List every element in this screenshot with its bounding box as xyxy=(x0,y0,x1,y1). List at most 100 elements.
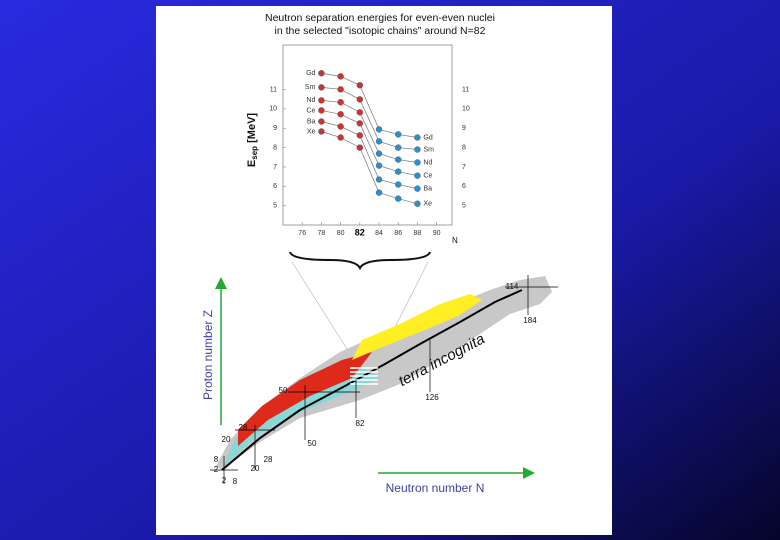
point xyxy=(395,181,402,188)
series-label: Xe xyxy=(423,201,432,208)
point xyxy=(356,120,363,127)
zoom-line xyxy=(291,261,353,358)
magic-number: 8 xyxy=(233,477,238,486)
y2-tick-label: 7 xyxy=(462,164,466,171)
known-region xyxy=(222,366,380,468)
magic-number: 28 xyxy=(239,423,248,432)
magic-number: 2 xyxy=(214,465,219,474)
unknown-region xyxy=(216,276,552,470)
nuclide-chart xyxy=(210,275,558,484)
x-tick-label: 80 xyxy=(337,230,345,237)
x-tick-label: 86 xyxy=(394,230,402,237)
stable-region xyxy=(238,352,372,446)
series-line xyxy=(321,131,418,205)
magic-number: 20 xyxy=(251,464,260,473)
magic-number: 82 xyxy=(356,419,365,428)
point xyxy=(375,126,383,133)
x-tick-label: 78 xyxy=(318,230,326,237)
series-label: Ce xyxy=(306,107,315,114)
y-tick-label: 7 xyxy=(273,164,277,171)
drip-line xyxy=(221,289,523,471)
point xyxy=(318,128,325,135)
point xyxy=(356,82,363,89)
series-label: Sm xyxy=(423,146,434,153)
point xyxy=(356,132,363,139)
magic-number: 28 xyxy=(264,455,273,464)
magic-number: 20 xyxy=(222,435,231,444)
series-label: Ba xyxy=(307,118,316,125)
point xyxy=(318,107,325,114)
y2-tick-label: 11 xyxy=(462,86,469,93)
point xyxy=(337,73,344,80)
point xyxy=(318,70,325,77)
magic-number: 2 xyxy=(222,476,227,485)
point xyxy=(318,97,325,104)
series-label: Ba xyxy=(423,185,432,192)
plot-frame xyxy=(282,44,453,226)
point xyxy=(337,99,344,106)
chart-subtitle: in the selected "isotopic chains" around… xyxy=(275,25,486,37)
x-tick-label: 84 xyxy=(375,230,383,237)
series-line xyxy=(321,100,418,163)
series-label: Xe xyxy=(307,128,316,135)
point xyxy=(395,156,402,163)
x-tick-label: 76 xyxy=(298,230,306,237)
magic-number: 8 xyxy=(214,455,219,464)
series-label: Gd xyxy=(306,70,315,77)
series-line xyxy=(321,110,418,176)
magic-lines xyxy=(210,275,558,484)
y-tick-label: 8 xyxy=(273,144,277,151)
z-axis-label: Proton number Z xyxy=(201,310,215,400)
series-label: Sm xyxy=(305,84,316,91)
series-line xyxy=(321,72,418,138)
series-label: Nd xyxy=(423,159,432,166)
point xyxy=(395,131,402,138)
y2-tick-label: 6 xyxy=(462,183,466,190)
y2-tick-label: 5 xyxy=(462,202,466,209)
series-label: Gd xyxy=(423,134,432,141)
x-axis-label: N xyxy=(452,236,458,245)
point xyxy=(375,176,383,183)
magic-number: 114 xyxy=(506,282,519,291)
magic-number: 126 xyxy=(425,393,439,402)
series-line xyxy=(321,121,418,189)
point xyxy=(414,146,421,153)
magic-number: 184 xyxy=(523,316,537,325)
point xyxy=(395,168,402,175)
series-label: Nd xyxy=(306,97,315,104)
point xyxy=(356,144,363,151)
series-label: Ce xyxy=(423,172,432,179)
point xyxy=(414,200,421,207)
point xyxy=(375,138,383,145)
point xyxy=(337,134,344,141)
point xyxy=(414,185,421,192)
point xyxy=(375,162,383,169)
point xyxy=(318,118,325,125)
point xyxy=(375,189,383,196)
y-tick-label: 5 xyxy=(273,202,277,209)
point xyxy=(337,111,344,118)
y-tick-label: 10 xyxy=(269,106,277,113)
y2-tick-label: 8 xyxy=(462,144,466,151)
chart-title: Neutron separation energies for even-eve… xyxy=(265,12,495,24)
point xyxy=(414,134,421,141)
selected-chains xyxy=(350,367,378,385)
point xyxy=(395,144,402,151)
x-tick-label: 82 xyxy=(355,227,365,237)
series-line xyxy=(321,87,418,150)
fission-region xyxy=(352,294,482,360)
y-tick-label: 6 xyxy=(273,183,277,190)
point xyxy=(318,84,325,91)
y2-tick-label: 10 xyxy=(462,106,470,113)
magic-number: 50 xyxy=(279,386,288,395)
point xyxy=(414,172,421,179)
y-tick-label: 11 xyxy=(270,86,277,93)
point xyxy=(337,123,344,130)
point xyxy=(414,159,421,166)
brace xyxy=(289,251,431,271)
point xyxy=(337,86,344,93)
y-axis-label: Esep [MeV] xyxy=(246,113,259,167)
y-tick-label: 9 xyxy=(273,125,277,132)
point xyxy=(356,96,363,103)
